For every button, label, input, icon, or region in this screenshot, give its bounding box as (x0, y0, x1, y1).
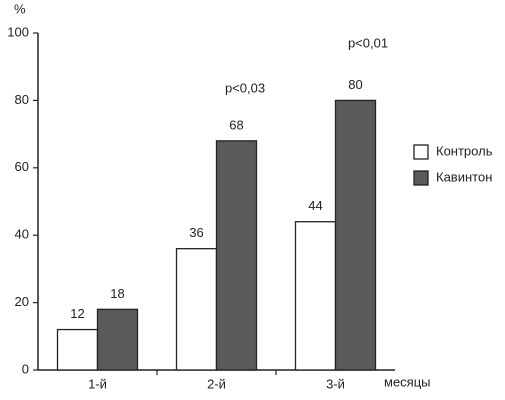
value-label: 36 (189, 225, 203, 240)
bar (215, 140, 258, 371)
bar (175, 248, 218, 371)
x-tick-label: 3-й (326, 376, 345, 391)
y-tick-label: 20 (15, 294, 29, 309)
bar (334, 99, 377, 371)
bar (294, 221, 337, 371)
legend-label: Кавинтон (436, 169, 492, 184)
legend-label: Контроль (436, 143, 493, 158)
legend-swatch (413, 144, 429, 160)
value-label: 68 (229, 117, 243, 132)
bar (96, 308, 139, 371)
value-label: 18 (110, 286, 124, 301)
y-tick-label: 60 (15, 159, 29, 174)
x-tick-label: 2-й (207, 376, 226, 391)
y-tick-label: 0 (22, 361, 29, 376)
y-axis-label: % (14, 1, 26, 16)
annotation: p<0,01 (348, 35, 388, 50)
annotation: p<0,03 (225, 80, 265, 95)
value-label: 12 (70, 306, 84, 321)
y-tick-label: 80 (15, 92, 29, 107)
y-tick-label: 40 (15, 227, 29, 242)
legend-swatch (413, 170, 429, 186)
value-label: 44 (308, 198, 322, 213)
x-tick-label: 1-й (88, 376, 107, 391)
bar (56, 328, 99, 371)
value-label: 80 (348, 77, 362, 92)
x-axis-label: месяцы (384, 374, 431, 389)
y-tick-label: 100 (7, 24, 29, 39)
